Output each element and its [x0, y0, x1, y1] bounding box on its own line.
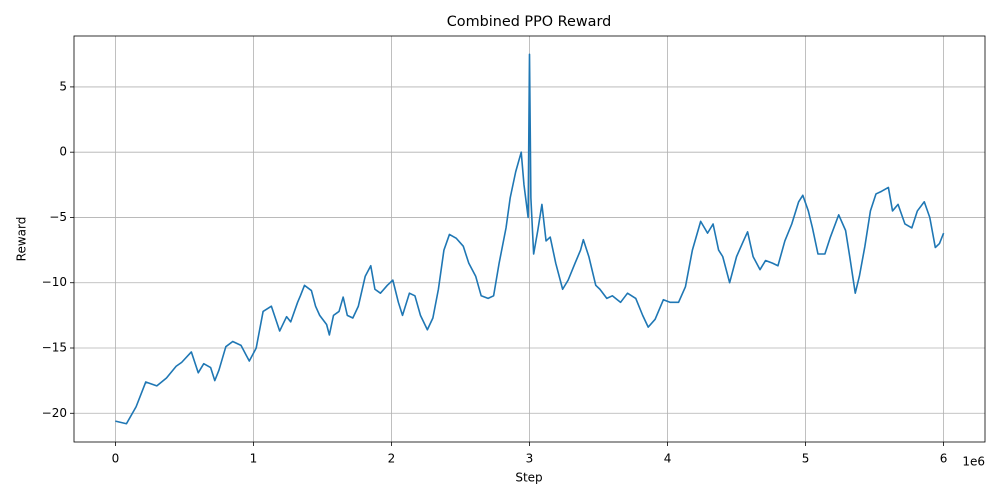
y-tick-label: −15 [42, 341, 67, 355]
line [115, 53, 945, 425]
x-axis-label: Step [515, 471, 542, 485]
x-tick-label: 0 [112, 452, 120, 466]
x-offset-label: 1e6 [962, 455, 985, 469]
y-axis-label: Reward [15, 217, 29, 262]
x-tick-label: 5 [802, 452, 810, 466]
y-tick-label: −20 [42, 406, 67, 420]
y-tick-label: −10 [42, 275, 67, 289]
plot-frame [73, 35, 986, 443]
x-tick-label: 1 [250, 452, 258, 466]
y-tick-label: −5 [49, 210, 67, 224]
chart-title: Combined PPO Reward [447, 14, 612, 30]
x-tick-label: 2 [388, 452, 396, 466]
y-tick-label: 5 [59, 79, 67, 93]
y-tick-label: 0 [59, 145, 67, 159]
x-tick-label: 3 [526, 452, 534, 466]
x-tick-label: 6 [940, 452, 948, 466]
x-tick-label: 4 [664, 452, 672, 466]
